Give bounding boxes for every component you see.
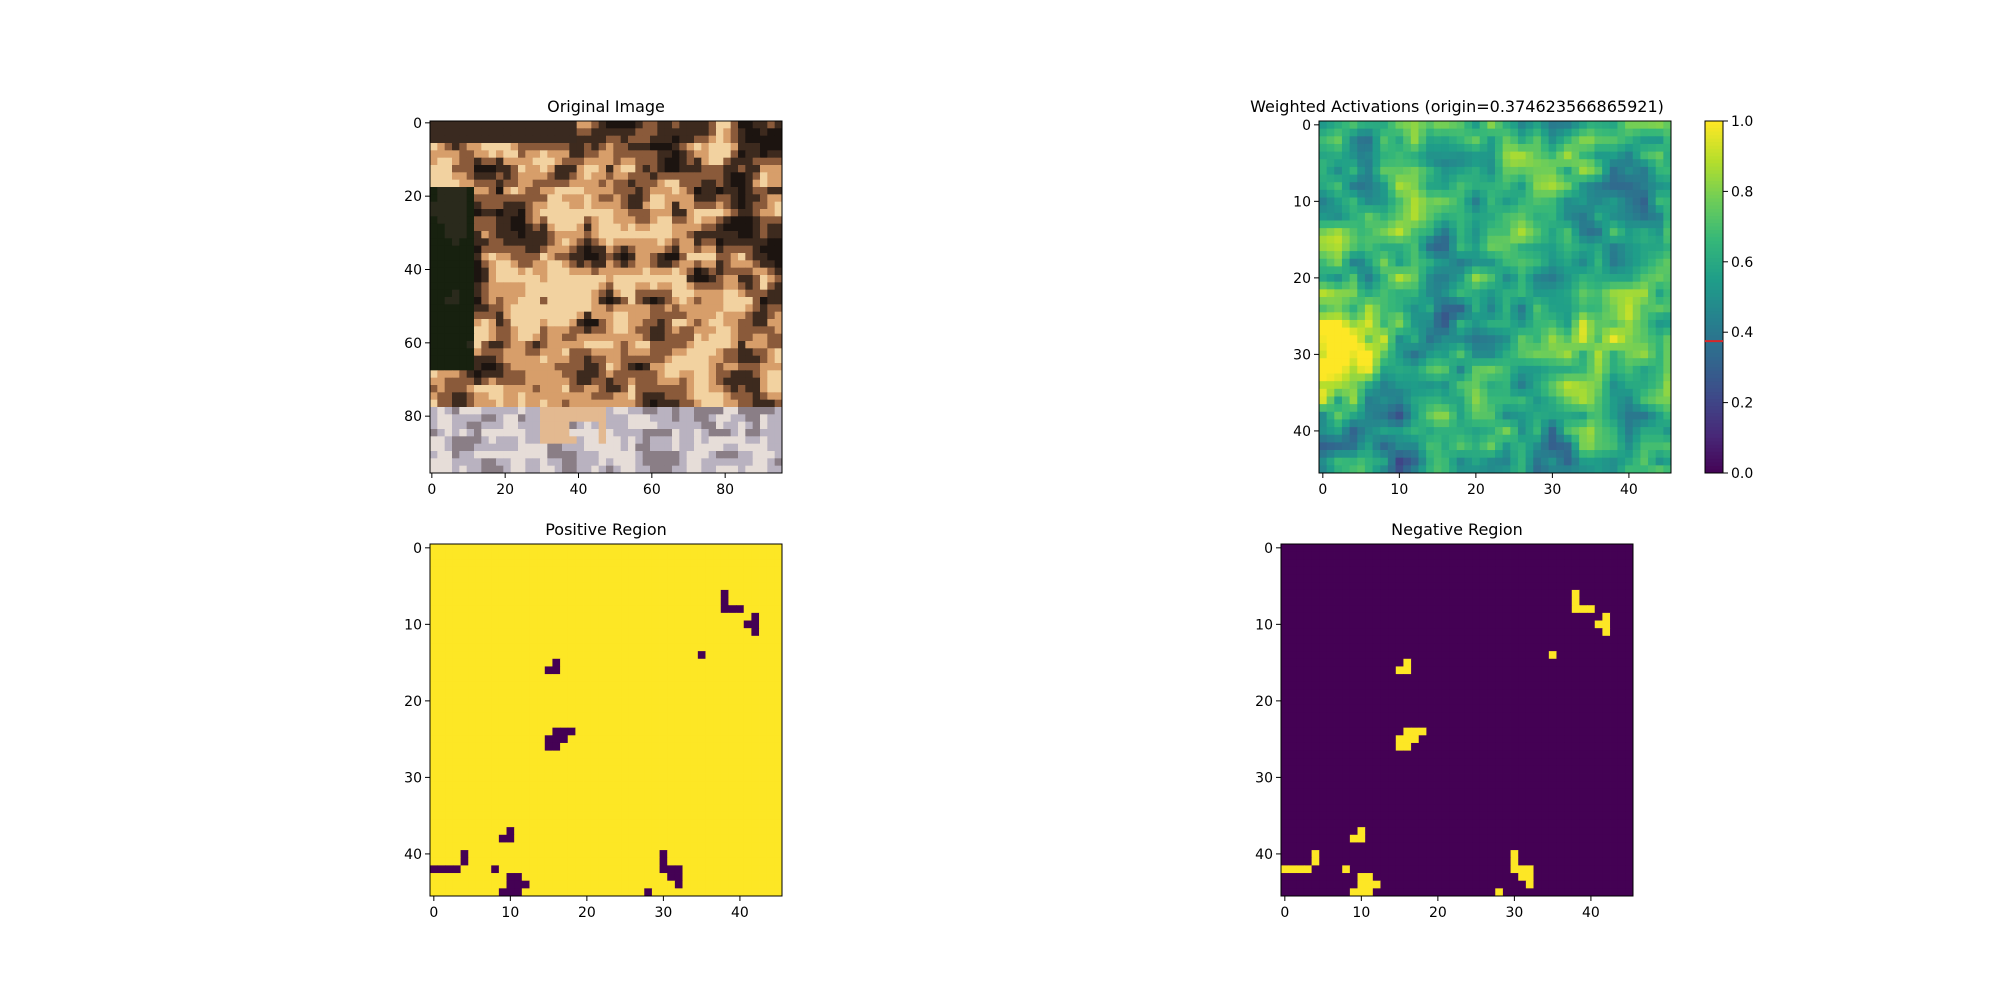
panel-positive-region: Positive Region 0 10 20 30 40 0 10 20 30 40 <box>404 520 783 921</box>
y-tick-label: 20 <box>404 694 422 710</box>
y-tick-label: 10 <box>1293 194 1311 210</box>
colorbar-tick-label: 0.8 <box>1731 184 1753 200</box>
axis-ticks-negative: 0 10 20 30 40 0 10 20 30 40 <box>1255 541 1600 921</box>
x-tick-label: 0 <box>429 905 438 921</box>
x-tick-label: 0 <box>427 482 436 498</box>
x-tick-label: 40 <box>1582 905 1600 921</box>
x-tick-label: 30 <box>1505 905 1523 921</box>
y-tick-label: 40 <box>404 847 422 863</box>
panel-weighted-activations: Weighted Activations (origin=0.374623566… <box>1250 97 1753 498</box>
x-tick-label: 10 <box>501 905 519 921</box>
axis-ticks-activations: 0 10 20 30 40 0 10 20 30 40 <box>1293 118 1638 498</box>
x-tick-label: 0 <box>1318 482 1327 498</box>
x-tick-label: 10 <box>1390 482 1408 498</box>
axis-ticks-original: 0 20 40 60 80 0 20 40 60 80 <box>404 116 734 498</box>
colorbar-tick-label: 0.0 <box>1731 466 1753 482</box>
title-positive-region: Positive Region <box>545 520 667 539</box>
y-tick-label: 20 <box>1293 271 1311 287</box>
original-image <box>430 121 783 474</box>
panel-negative-region: Negative Region 0 10 20 30 40 0 10 20 30 40 <box>1255 520 1634 921</box>
colorbar-tick-label: 0.6 <box>1731 255 1753 271</box>
y-tick-label: 20 <box>1255 694 1273 710</box>
x-tick-label: 60 <box>643 482 661 498</box>
y-tick-label: 20 <box>404 189 422 205</box>
title-negative-region: Negative Region <box>1391 520 1523 539</box>
negative-region-map <box>1281 544 1634 897</box>
x-tick-label: 40 <box>731 905 749 921</box>
y-tick-label: 10 <box>1255 617 1273 633</box>
y-tick-label: 80 <box>404 409 422 425</box>
colorbar-tick-label: 1.0 <box>1731 114 1753 130</box>
title-weighted-activations: Weighted Activations (origin=0.374623566… <box>1250 97 1664 116</box>
x-tick-label: 40 <box>1620 482 1638 498</box>
colorbar-tick-label: 0.4 <box>1731 325 1753 341</box>
colorbar-tick-label: 0.2 <box>1731 396 1753 412</box>
y-tick-label: 30 <box>1293 347 1311 363</box>
x-tick-label: 30 <box>654 905 672 921</box>
x-tick-label: 20 <box>1429 905 1447 921</box>
panel-original-image: Original Image 0 20 40 60 80 0 20 40 60 80 <box>404 97 783 498</box>
activation-heatmap <box>1319 121 1672 474</box>
y-tick-label: 40 <box>404 263 422 279</box>
y-tick-label: 30 <box>404 770 422 786</box>
x-tick-label: 20 <box>496 482 514 498</box>
title-original-image: Original Image <box>547 97 665 116</box>
y-tick-label: 0 <box>1264 541 1273 557</box>
y-tick-label: 40 <box>1255 847 1273 863</box>
x-tick-label: 20 <box>578 905 596 921</box>
y-tick-label: 0 <box>413 116 422 132</box>
x-tick-label: 20 <box>1467 482 1485 498</box>
y-tick-label: 10 <box>404 617 422 633</box>
y-tick-label: 60 <box>404 336 422 352</box>
x-tick-label: 0 <box>1280 905 1289 921</box>
colorbar: 0.0 0.2 0.4 0.6 0.8 1.0 <box>1704 114 1753 482</box>
y-tick-label: 0 <box>1302 118 1311 134</box>
x-tick-label: 40 <box>570 482 588 498</box>
axis-ticks-positive: 0 10 20 30 40 0 10 20 30 40 <box>404 541 749 921</box>
x-tick-label: 80 <box>716 482 734 498</box>
y-tick-label: 0 <box>413 541 422 557</box>
x-tick-label: 10 <box>1352 905 1370 921</box>
y-tick-label: 30 <box>1255 770 1273 786</box>
positive-region-map <box>430 544 783 897</box>
y-tick-label: 40 <box>1293 424 1311 440</box>
x-tick-label: 30 <box>1543 482 1561 498</box>
